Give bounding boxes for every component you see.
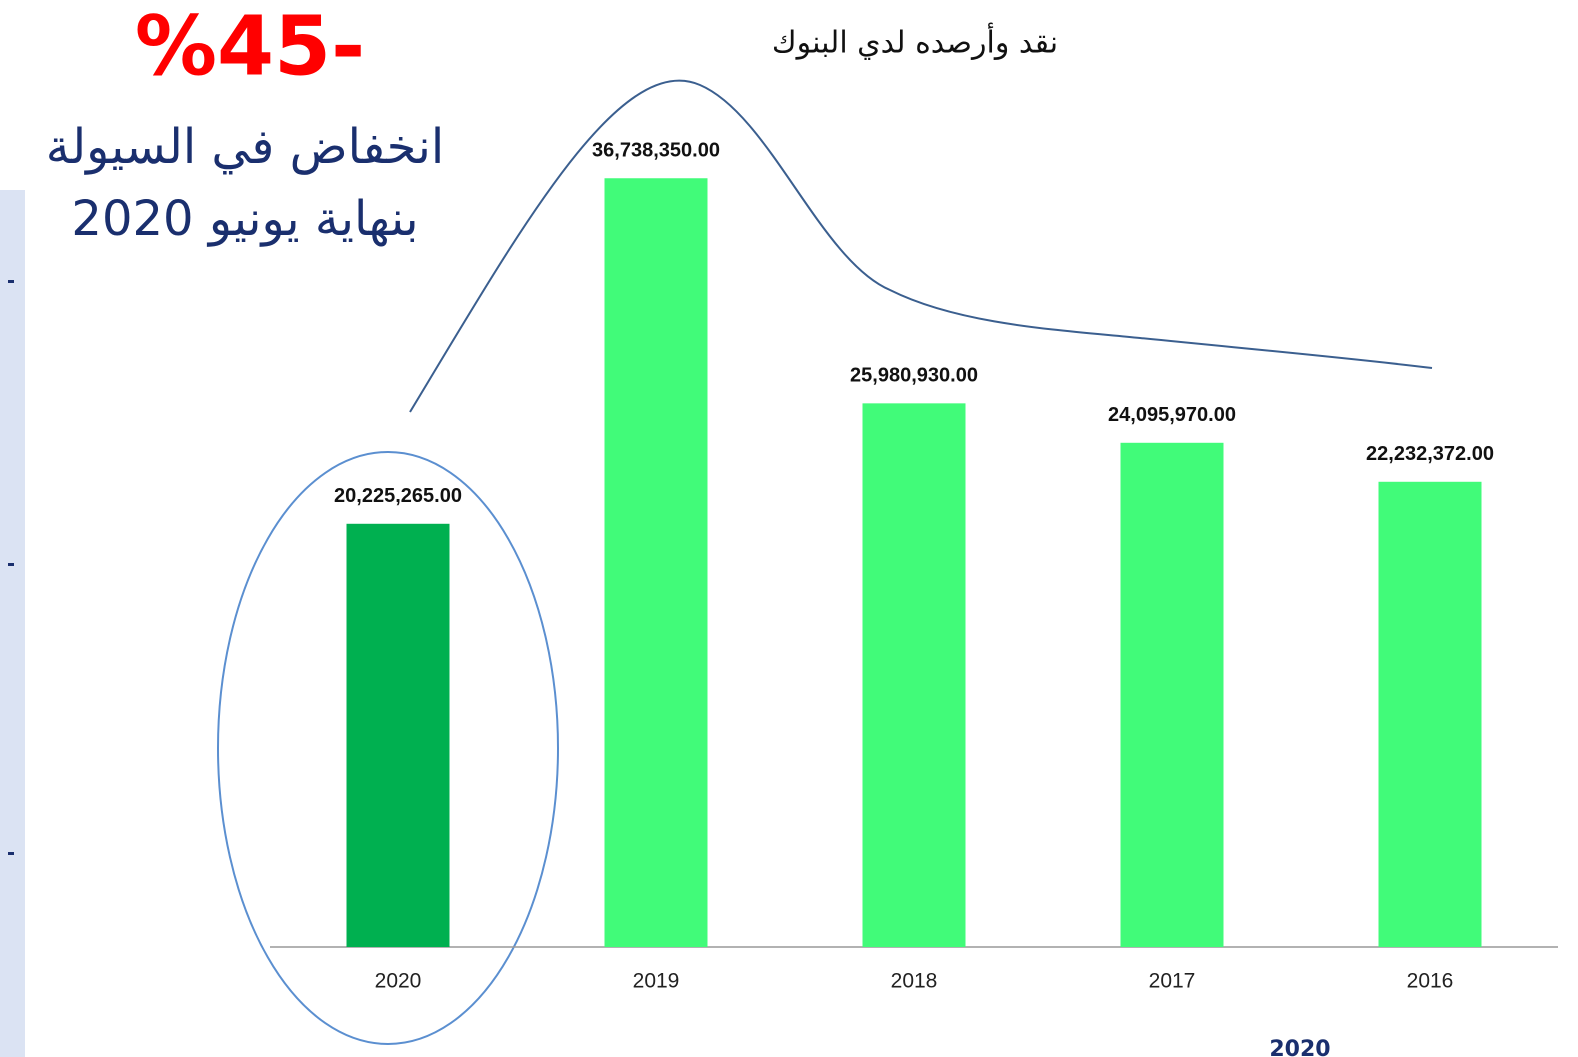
side-tick (8, 563, 14, 566)
data-label: 22,232,372.00 (1366, 443, 1494, 465)
highlight-ellipse (217, 451, 559, 1045)
bar (862, 403, 966, 948)
data-label: 20,225,265.00 (334, 485, 462, 507)
bar (346, 523, 450, 947)
chart-title: نقد وأرصده لدي البنوك (772, 22, 1058, 61)
annotation-text: بنهاية يونيو 2020 (71, 191, 418, 247)
bar (604, 178, 708, 948)
x-tick-label: 2019 (633, 970, 680, 993)
data-label: 24,095,970.00 (1108, 404, 1236, 426)
annotation-year: 2020 (1269, 1037, 1330, 1057)
x-tick-label: 2017 (1149, 970, 1196, 993)
x-tick-label: 2018 (891, 970, 938, 993)
x-tick-label: 2020 (375, 970, 422, 993)
data-label: 25,980,930.00 (850, 365, 978, 387)
side-strip (0, 190, 25, 1057)
data-label: 36,738,350.00 (592, 140, 720, 162)
trend-curve (409, 79, 1433, 413)
annotation-text: انخفاض في السيولة (46, 119, 445, 175)
side-tick (8, 852, 14, 855)
side-tick (8, 280, 14, 283)
annotation-percent: %45- (135, 0, 365, 94)
x-tick-label: 2016 (1407, 970, 1454, 993)
bar (1120, 442, 1224, 947)
bar (1378, 481, 1482, 947)
